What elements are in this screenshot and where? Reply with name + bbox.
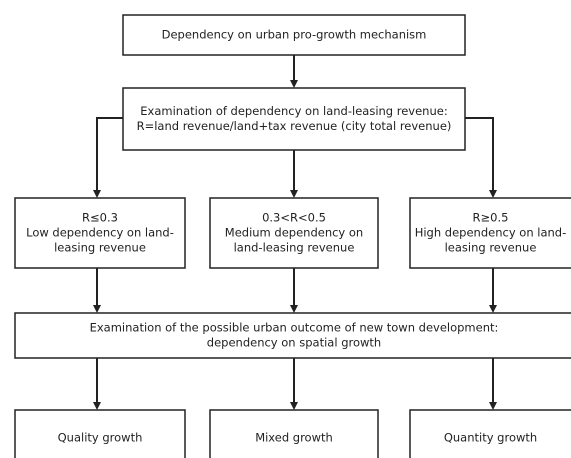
node-box bbox=[409, 409, 571, 458]
node: Quantity growth bbox=[409, 409, 571, 458]
node-box bbox=[209, 197, 379, 269]
node: Examination of dependency on land-leasin… bbox=[122, 87, 466, 151]
node-label: High dependency on land- bbox=[415, 226, 567, 240]
node-label: Dependency on urban pro-growth mechanism bbox=[162, 28, 427, 42]
node-box bbox=[122, 87, 466, 151]
node-box bbox=[409, 197, 571, 269]
node: Dependency on urban pro-growth mechanism bbox=[122, 14, 466, 56]
node-label: Quantity growth bbox=[444, 431, 537, 445]
node-label: Examination of the possible urban outcom… bbox=[90, 321, 499, 335]
arrow bbox=[465, 117, 497, 198]
node-box bbox=[14, 409, 186, 458]
node-label: R≤0.3 bbox=[82, 211, 118, 225]
node-label: Examination of dependency on land-leasin… bbox=[140, 104, 447, 118]
node-label: Medium dependency on bbox=[225, 226, 363, 240]
node-box bbox=[14, 197, 186, 269]
node-box bbox=[122, 14, 466, 56]
node: Quality growth bbox=[14, 409, 186, 458]
node-label: leasing revenue bbox=[445, 241, 537, 255]
node-label: Low dependency on land- bbox=[26, 226, 174, 240]
nodes: Dependency on urban pro-growth mechanism… bbox=[14, 14, 571, 458]
node-box bbox=[209, 409, 379, 458]
node-label: Mixed growth bbox=[255, 431, 333, 445]
node-box bbox=[14, 312, 571, 359]
node-label: R=land revenue/land+tax revenue (city to… bbox=[137, 119, 452, 133]
node-label: leasing revenue bbox=[54, 241, 146, 255]
node-label: R≥0.5 bbox=[473, 211, 509, 225]
node-label: land-leasing revenue bbox=[234, 241, 355, 255]
node-label: Quality growth bbox=[58, 431, 143, 445]
arrow bbox=[93, 117, 123, 198]
node: Examination of the possible urban outcom… bbox=[14, 312, 571, 359]
node-label: dependency on spatial growth bbox=[207, 336, 381, 350]
connectors bbox=[93, 55, 497, 410]
node-label: 0.3<R<0.5 bbox=[262, 211, 326, 225]
node: Mixed growth bbox=[209, 409, 379, 458]
